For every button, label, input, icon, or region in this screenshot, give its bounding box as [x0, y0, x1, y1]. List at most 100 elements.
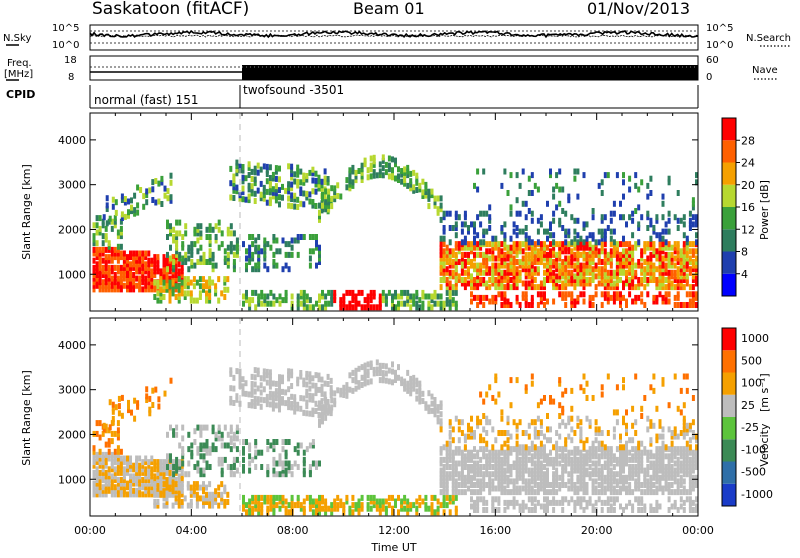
heatmap-cell: [655, 232, 658, 238]
heatmap-cell: [358, 366, 361, 372]
heatmap-cell: [227, 227, 230, 233]
heatmap-cell: [637, 496, 640, 502]
heatmap-cell: [461, 252, 464, 258]
heatmap-cell: [583, 239, 586, 245]
heatmap-cell: [525, 232, 528, 238]
heatmap-cell: [254, 263, 257, 269]
heatmap-cell: [476, 241, 479, 247]
heatmap-cell: [376, 499, 379, 505]
heatmap-cell: [348, 301, 351, 307]
heatmap-cell: [281, 389, 284, 395]
heatmap-cell: [592, 295, 595, 301]
heatmap-cell: [373, 367, 376, 373]
heatmap-cell: [652, 482, 655, 488]
heatmap-cell: [440, 418, 443, 424]
heatmap-cell: [607, 507, 610, 513]
heatmap-cell: [674, 270, 677, 276]
heatmap-cell: [586, 241, 589, 247]
heatmap-cell: [610, 211, 613, 217]
heatmap-cell: [482, 413, 485, 419]
heatmap-cell: [485, 281, 488, 287]
heatmap-cell: [440, 489, 443, 495]
heatmap-cell: [598, 183, 601, 189]
heatmap-cell: [178, 268, 181, 274]
heatmap-cell: [488, 266, 491, 272]
heatmap-cell: [175, 283, 178, 289]
heatmap-cell: [285, 499, 288, 505]
heatmap-cell: [583, 388, 586, 394]
heatmap-cell: [403, 495, 406, 501]
heatmap-cell: [467, 434, 470, 440]
heatmap-cell: [305, 410, 308, 416]
heatmap-cell: [230, 425, 233, 431]
heatmap-cell: [294, 502, 297, 508]
heatmap-cell: [327, 506, 330, 512]
heatmap-cell: [285, 290, 288, 296]
heatmap-cell: [409, 502, 412, 508]
heatmap-cell: [494, 399, 497, 405]
heatmap-cell: [108, 254, 111, 260]
heatmap-cell: [315, 372, 318, 378]
heatmap-cell: [674, 256, 677, 262]
heatmap-cell: [224, 425, 227, 431]
colorbar-swatch: [722, 462, 736, 484]
heatmap-cell: [455, 461, 458, 467]
heatmap-cell: [625, 423, 628, 429]
heatmap-cell: [266, 200, 269, 206]
heatmap-cell: [102, 452, 105, 458]
heatmap-cell: [153, 280, 156, 286]
heatmap-cell: [683, 446, 686, 452]
heatmap-cell: [576, 218, 579, 224]
heatmap-cell: [257, 245, 260, 251]
colorbar-label: 500: [741, 354, 762, 367]
heatmap-cell: [440, 502, 443, 508]
heatmap-cell: [178, 276, 181, 282]
heatmap-cell: [227, 443, 230, 449]
heatmap-cell: [184, 495, 187, 501]
heatmap-cell: [172, 280, 175, 286]
heatmap-cell: [327, 404, 330, 410]
heatmap-cell: [464, 475, 467, 481]
heatmap-cell: [470, 475, 473, 481]
heatmap-cell: [479, 211, 482, 217]
heatmap-cell: [674, 263, 677, 269]
heatmap-cell: [558, 475, 561, 481]
heatmap-cell: [361, 304, 364, 310]
x-tick-label: 00:00: [682, 524, 714, 537]
heatmap-cell: [397, 509, 400, 515]
heatmap-cell: [130, 197, 133, 203]
heatmap-cell: [443, 211, 446, 217]
heatmap-cell: [671, 482, 674, 488]
heatmap-cell: [616, 489, 619, 495]
heatmap-cell: [248, 461, 251, 467]
heatmap-cell: [178, 230, 181, 236]
heatmap-cell: [485, 453, 488, 459]
heatmap-cell: [181, 499, 184, 505]
heatmap-cell: [302, 410, 305, 416]
heatmap-cell: [683, 500, 686, 506]
heatmap-cell: [379, 161, 382, 167]
heatmap-cell: [665, 229, 668, 235]
heatmap-cell: [537, 229, 540, 235]
heatmap-cell: [190, 241, 193, 247]
heatmap-cell: [668, 507, 671, 513]
heatmap-cell: [604, 229, 607, 235]
heatmap-cell: [649, 252, 652, 258]
heatmap-cell: [321, 192, 324, 198]
heatmap-cell: [170, 173, 173, 179]
heatmap-cell: [558, 461, 561, 467]
heatmap-cell: [203, 443, 206, 449]
heatmap-cell: [534, 284, 537, 290]
heatmap-cell: [674, 489, 677, 495]
heatmap-cell: [458, 482, 461, 488]
heatmap-cell: [181, 256, 184, 262]
heatmap-cell: [282, 439, 285, 445]
heatmap-cell: [187, 481, 190, 487]
heatmap-cell: [613, 229, 616, 235]
heatmap-cell: [692, 248, 695, 254]
heatmap-cell: [592, 266, 595, 272]
heatmap-cell: [199, 245, 202, 251]
heatmap-cell: [269, 290, 272, 296]
heatmap-cell: [96, 240, 99, 246]
heatmap-cell: [537, 402, 540, 408]
